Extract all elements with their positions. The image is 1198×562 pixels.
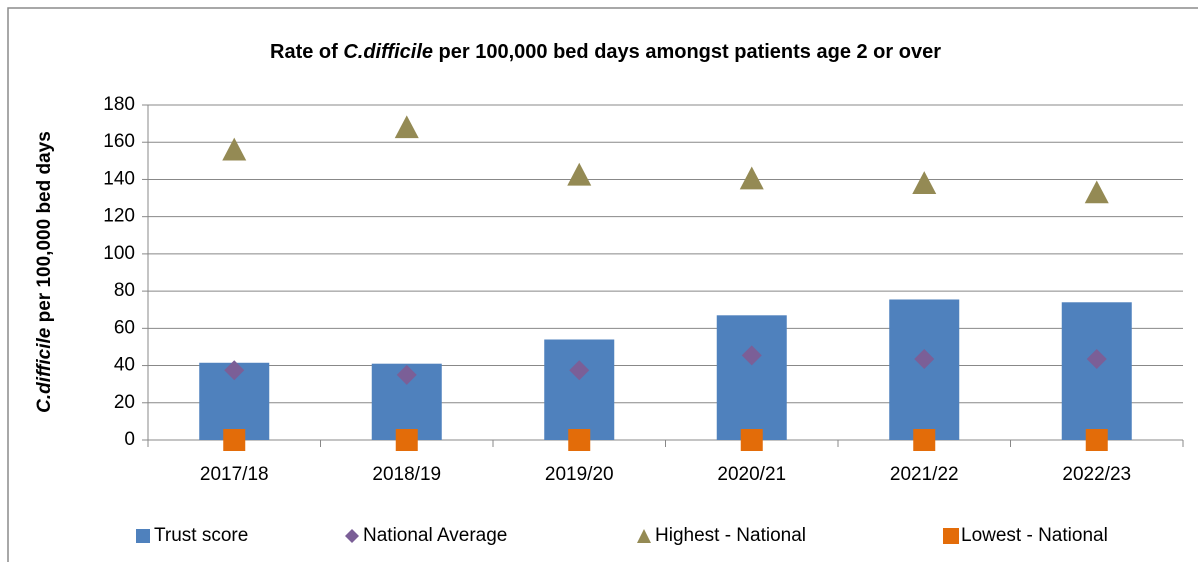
legend-label: Lowest - National [961, 525, 1108, 546]
y-tick-label: 100 [103, 243, 135, 264]
y-axis-label: C.difficile per 100,000 bed days [34, 131, 55, 413]
y-tick-label: 80 [114, 280, 135, 301]
triangle-marker [1084, 180, 1109, 204]
triangle-marker [912, 171, 937, 194]
diamond-marker [396, 364, 417, 385]
bar [716, 315, 787, 440]
square-marker [223, 429, 246, 451]
square-marker [395, 429, 418, 451]
italic-term: C.difficile [343, 41, 433, 63]
text-run: per 100,000 bed days amongst patients ag… [433, 41, 941, 63]
legend-swatch [345, 529, 359, 543]
triangle-marker [394, 115, 419, 139]
x-tick-label: 2019/20 [545, 464, 614, 485]
square-marker [740, 429, 763, 451]
y-tick-label: 60 [114, 317, 135, 338]
legend-swatch [136, 529, 150, 543]
triangle-marker [567, 162, 592, 186]
bar [544, 339, 615, 440]
y-tick-label: 20 [114, 392, 135, 413]
text-run: per 100,000 bed days [34, 131, 55, 327]
italic-term: C.difficile [34, 327, 55, 413]
y-tick-label: 160 [103, 131, 135, 152]
legend-label: National Average [363, 525, 507, 546]
chart-title: Rate of C.difficile per 100,000 bed days… [270, 41, 941, 63]
x-tick-label: 2021/22 [890, 464, 959, 485]
square-marker [1085, 429, 1108, 451]
legend-label: Highest - National [655, 525, 806, 546]
x-tick-label: 2020/21 [717, 464, 786, 485]
diamond-marker [1086, 349, 1107, 370]
y-tick-label: 0 [124, 429, 135, 450]
diamond-marker [741, 345, 762, 366]
y-tick-label: 180 [103, 94, 135, 115]
legend-swatch [943, 528, 959, 544]
bar [889, 299, 960, 440]
y-tick-label: 140 [103, 168, 135, 189]
chart-frame [7, 7, 1198, 562]
y-tick-label: 40 [114, 355, 135, 376]
triangle-marker [739, 166, 764, 190]
diamond-marker [569, 360, 590, 381]
y-tick-label: 120 [103, 206, 135, 227]
legend-swatch [637, 529, 651, 543]
legend-label: Trust score [154, 525, 248, 546]
x-tick-label: 2022/23 [1062, 464, 1131, 485]
square-marker [568, 429, 591, 451]
diamond-marker [224, 360, 245, 381]
square-marker [913, 429, 936, 451]
triangle-marker [222, 137, 247, 161]
x-tick-label: 2017/18 [200, 464, 269, 485]
x-tick-label: 2018/19 [372, 464, 441, 485]
text-run: Rate of [270, 41, 343, 63]
bar [1061, 302, 1132, 440]
diamond-marker [914, 349, 935, 370]
